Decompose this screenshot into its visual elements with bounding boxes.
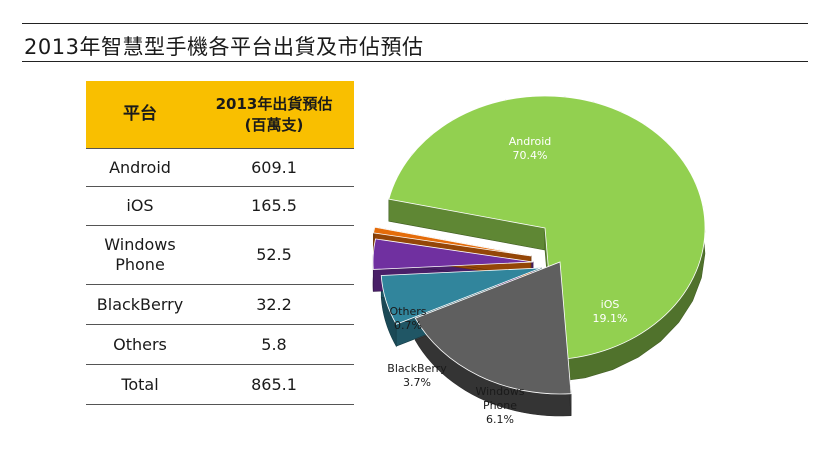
cell-platform: Total bbox=[86, 364, 194, 405]
title-bottom-rule bbox=[22, 61, 808, 62]
pie-slice-ios bbox=[414, 261, 572, 395]
cell-platform: Android bbox=[86, 148, 194, 187]
shipment-table: 平台 2013年出貨預估 (百萬支) Android 609.1 iOS 165… bbox=[86, 81, 354, 405]
header-shipments-line2: (百萬支) bbox=[244, 115, 304, 134]
pie-label-percent: 0.7% bbox=[394, 319, 422, 332]
table-row: iOS 165.5 bbox=[86, 186, 354, 226]
pie-slice-windows-phone bbox=[380, 267, 542, 325]
cell-value: 165.5 bbox=[194, 186, 354, 226]
cell-platform-line1: Windows bbox=[104, 235, 176, 254]
page-title: 2013年智慧型手機各平台出貨及市佔預估 bbox=[24, 35, 424, 59]
cell-platform-line2: Phone bbox=[115, 255, 165, 274]
table-row: Android 609.1 bbox=[86, 148, 354, 187]
pie-label-percent: 70.4% bbox=[513, 149, 548, 162]
cell-value: 52.5 bbox=[194, 225, 354, 285]
pie-label-percent: 3.7% bbox=[403, 376, 431, 389]
cell-platform: BlackBerry bbox=[86, 284, 194, 325]
title-top-rule bbox=[22, 23, 808, 24]
pie-label-name: Windows bbox=[475, 385, 524, 398]
table-header-row: 平台 2013年出貨預估 (百萬支) bbox=[86, 81, 354, 149]
cell-value: 865.1 bbox=[194, 364, 354, 405]
cell-value: 609.1 bbox=[194, 148, 354, 187]
pie-slice-blackberry bbox=[372, 238, 534, 270]
table-row: Others 5.8 bbox=[86, 324, 354, 365]
header-shipments: 2013年出貨預估 (百萬支) bbox=[194, 81, 354, 149]
pie-label-name: iOS bbox=[601, 298, 620, 311]
pie-label-percent: 6.1% bbox=[486, 413, 514, 426]
pie-label-percent: 19.1% bbox=[593, 312, 628, 325]
header-platform: 平台 bbox=[86, 81, 194, 149]
header-shipments-line1: 2013年出貨預估 bbox=[215, 94, 333, 113]
pie-slice-others bbox=[372, 226, 532, 257]
table-row: BlackBerry 32.2 bbox=[86, 284, 354, 325]
cell-platform: iOS bbox=[86, 186, 194, 226]
pie-label-name: Phone bbox=[483, 399, 517, 412]
cell-platform: Windows Phone bbox=[86, 225, 194, 285]
cell-platform: Others bbox=[86, 324, 194, 365]
pie-slice-android bbox=[388, 95, 706, 361]
cell-value: 5.8 bbox=[194, 324, 354, 365]
table-row: Windows Phone 52.5 bbox=[86, 225, 354, 285]
pie-label-name: Others bbox=[390, 305, 427, 318]
pie-label-name: Android bbox=[509, 135, 552, 148]
cell-value: 32.2 bbox=[194, 284, 354, 325]
pie-label-name: BlackBerry bbox=[387, 362, 447, 375]
table-row-total: Total 865.1 bbox=[86, 364, 354, 405]
